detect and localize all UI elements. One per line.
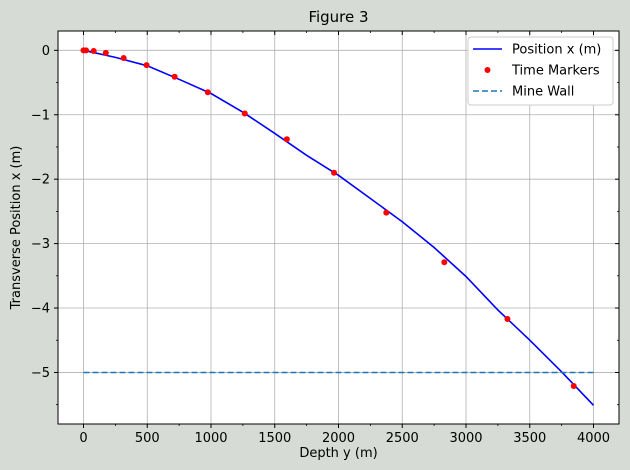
time-marker-point	[441, 259, 448, 266]
y-tick-label: −3	[31, 237, 50, 252]
x-tick-label: 2500	[386, 431, 419, 446]
time-marker-point	[204, 89, 211, 96]
y-tick-label: −5	[31, 366, 50, 381]
y-tick-label: −1	[31, 108, 50, 123]
x-tick-label: 0	[79, 431, 87, 446]
y-tick-label: 0	[42, 44, 50, 59]
time-marker-point	[383, 209, 390, 216]
time-marker-point	[570, 382, 577, 389]
legend: Position x (m) Time Markers Mine Wall	[467, 36, 614, 106]
ticks: 0 500 1000 1500 2000 2500 3000 3500 4000 0 −1 −2 −3 −…	[31, 31, 619, 446]
legend-marker-time	[484, 67, 491, 73]
legend-label-position: Position x (m)	[512, 43, 601, 58]
time-marker-point	[504, 315, 511, 322]
y-tick-label: −2	[31, 173, 50, 188]
x-tick-label: 1500	[258, 431, 291, 446]
x-axis-label: Depth y (m)	[299, 446, 377, 461]
y-tick-label: −4	[31, 302, 50, 317]
series-layer	[80, 47, 595, 406]
x-tick-label: 3500	[513, 431, 546, 446]
chart-title: Figure 3	[308, 8, 368, 26]
time-marker-point	[143, 62, 150, 69]
x-tick-label: 3000	[449, 431, 482, 446]
legend-label-time: Time Markers	[511, 64, 600, 79]
time-marker-point	[331, 169, 338, 176]
y-axis-label: Transverse Position x (m)	[9, 146, 24, 311]
legend-box	[467, 36, 614, 106]
x-tick-label: 1000	[194, 431, 227, 446]
time-marker-point	[102, 49, 109, 56]
x-tick-label: 500	[135, 431, 160, 446]
time-marker-point	[90, 47, 97, 54]
time-marker-point	[171, 73, 178, 80]
time-marker-point	[83, 47, 90, 54]
time-marker-point	[241, 110, 248, 117]
legend-label-wall: Mine Wall	[512, 85, 574, 100]
x-tick-label: 2000	[322, 431, 355, 446]
time-marker-point	[120, 55, 127, 62]
time-marker-point	[283, 136, 290, 143]
x-tick-label: 4000	[577, 431, 610, 446]
